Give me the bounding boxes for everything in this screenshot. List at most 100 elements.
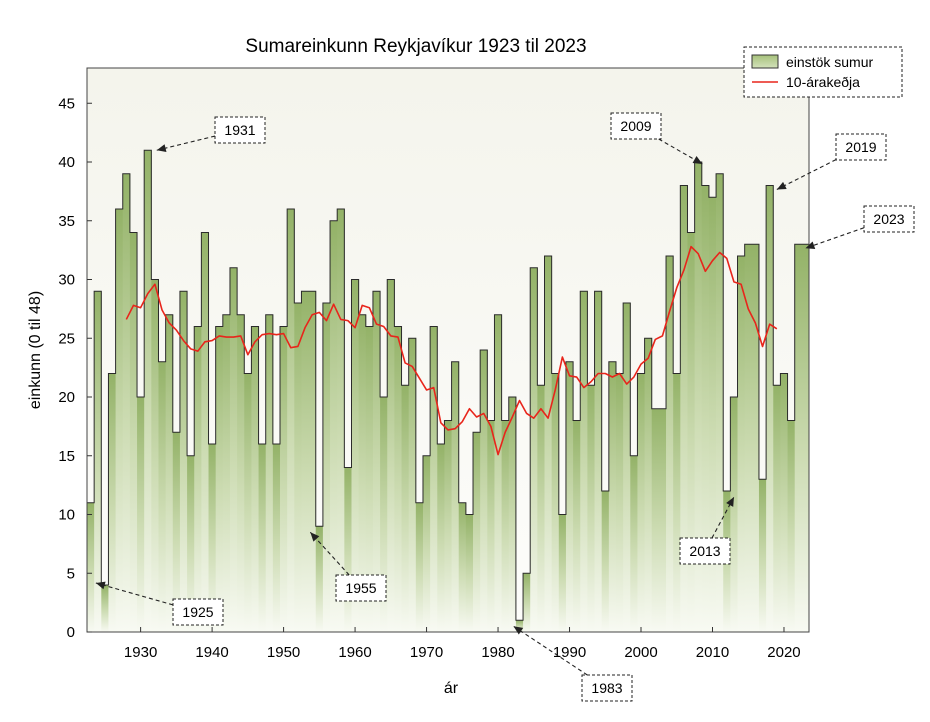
- year-bar-1993: [587, 385, 595, 632]
- year-bar-1950: [280, 326, 288, 632]
- y-axis-label: einkunn (0 til 48): [27, 291, 44, 409]
- annotation-arrow-1983: [513, 625, 588, 676]
- annotation-box-2023: [863, 205, 915, 233]
- legend-swatch-bars: [751, 54, 779, 69]
- year-bar-1923: [87, 502, 95, 632]
- year-bar-1934: [165, 314, 174, 632]
- year-bar-1936: [179, 291, 188, 632]
- year-bar-2021: [787, 420, 796, 632]
- year-bar-1971: [430, 326, 438, 632]
- year-bar-1964: [380, 397, 388, 632]
- year-bar-2001: [644, 338, 653, 632]
- year-bar-1939: [201, 232, 209, 632]
- year-bar-2011: [716, 173, 724, 632]
- year-bar-1938: [194, 326, 202, 632]
- year-bar-1999: [630, 455, 638, 632]
- x-tick-label-2010: 2010: [696, 644, 729, 661]
- year-bar-1995: [601, 491, 610, 632]
- year-bar-1924: [94, 291, 102, 632]
- year-bar-1958: [337, 209, 345, 632]
- year-bar-2020: [780, 373, 788, 632]
- annotation-1931: 1931: [156, 116, 266, 153]
- year-bar-1969: [415, 502, 424, 632]
- annotation-arrowhead-1925: [95, 581, 106, 590]
- year-bar-1955: [315, 526, 324, 632]
- year-bar-1965: [387, 279, 395, 632]
- year-bar-1949: [272, 444, 281, 632]
- year-bar-1977: [473, 432, 481, 632]
- year-bar-1972: [437, 444, 445, 632]
- annotation-1955: 1955: [309, 531, 387, 602]
- year-bar-1961: [358, 314, 367, 632]
- legend: einstök sumur 10-árakeðja: [743, 46, 903, 98]
- year-bar-2005: [673, 373, 681, 632]
- year-bar-2022: [794, 244, 803, 632]
- annotation-label-1925: 1925: [182, 604, 213, 620]
- year-bar-1960: [351, 279, 360, 632]
- annotation-arrowhead-2009: [692, 156, 703, 164]
- annotation-box-2009: [610, 112, 662, 140]
- annotation-arrowhead-2019: [776, 181, 787, 190]
- year-bar-1940: [208, 444, 217, 632]
- y-tick-label-30: 30: [58, 272, 75, 289]
- annotation-box-1983: [581, 674, 633, 702]
- x-tick-label-1930: 1930: [124, 644, 157, 661]
- annotation-label-1931: 1931: [224, 122, 255, 138]
- annotation-arrow-2023: [805, 227, 865, 249]
- x-tick-label-1970: 1970: [410, 644, 443, 661]
- annotation-box-2013: [679, 537, 731, 565]
- year-bar-1963: [372, 291, 381, 632]
- y-tick-label-25: 25: [58, 330, 75, 347]
- year-bar-1992: [580, 291, 588, 632]
- y-tick-label-10: 10: [58, 507, 75, 524]
- year-bar-1931: [144, 150, 152, 632]
- year-bar-1974: [451, 361, 460, 632]
- y-tick-label-15: 15: [58, 448, 75, 465]
- annotation-arrow-1925: [95, 582, 174, 606]
- annotation-label-1983: 1983: [591, 680, 622, 696]
- year-bar-1978: [480, 350, 488, 632]
- year-bar-1953: [301, 291, 310, 632]
- year-bar-2014: [737, 256, 746, 632]
- year-bar-2004: [666, 256, 674, 632]
- y-tick-label-45: 45: [58, 95, 75, 112]
- x-tick-label-1960: 1960: [338, 644, 371, 661]
- year-bar-1970: [422, 455, 431, 632]
- year-bar-2009: [701, 185, 710, 632]
- year-bar-1988: [551, 373, 560, 632]
- year-bar-1987: [544, 256, 553, 632]
- year-bar-1991: [573, 420, 581, 632]
- annotation-box-1955: [335, 574, 387, 602]
- year-bar-1930: [137, 397, 145, 632]
- year-bar-1957: [330, 220, 338, 632]
- annotation-box-2019: [835, 133, 887, 161]
- year-bar-2023: [801, 244, 809, 632]
- year-bar-2000: [637, 373, 645, 632]
- annotation-arrowhead-1983: [513, 626, 524, 635]
- year-bar-2008: [694, 162, 703, 632]
- annotation-label-2023: 2023: [873, 211, 904, 227]
- year-bar-2015: [744, 244, 753, 632]
- year-bar-1929: [129, 232, 138, 632]
- year-bar-1966: [394, 326, 402, 632]
- year-bar-1962: [365, 326, 374, 632]
- annotation-arrowhead-1931: [156, 144, 167, 153]
- year-bar-1994: [594, 291, 603, 632]
- y-tick-label-5: 5: [67, 565, 75, 582]
- year-bar-1942: [222, 314, 231, 632]
- annotation-2013: 2013: [679, 496, 735, 565]
- year-bar-2006: [680, 185, 688, 632]
- year-bar-1986: [537, 385, 545, 632]
- annotation-1983: 1983: [513, 625, 633, 702]
- year-bar-1947: [258, 444, 267, 632]
- year-bar-1943: [229, 267, 238, 632]
- year-bar-1928: [122, 173, 131, 632]
- year-bar-1956: [322, 303, 331, 632]
- annotation-label-2009: 2009: [620, 118, 651, 134]
- year-bar-1933: [158, 361, 167, 632]
- annotation-label-1955: 1955: [345, 580, 376, 596]
- annotation-1925: 1925: [95, 581, 224, 626]
- annotation-arrow-1955: [309, 531, 350, 576]
- legend-label-bars: einstök sumur: [786, 54, 873, 70]
